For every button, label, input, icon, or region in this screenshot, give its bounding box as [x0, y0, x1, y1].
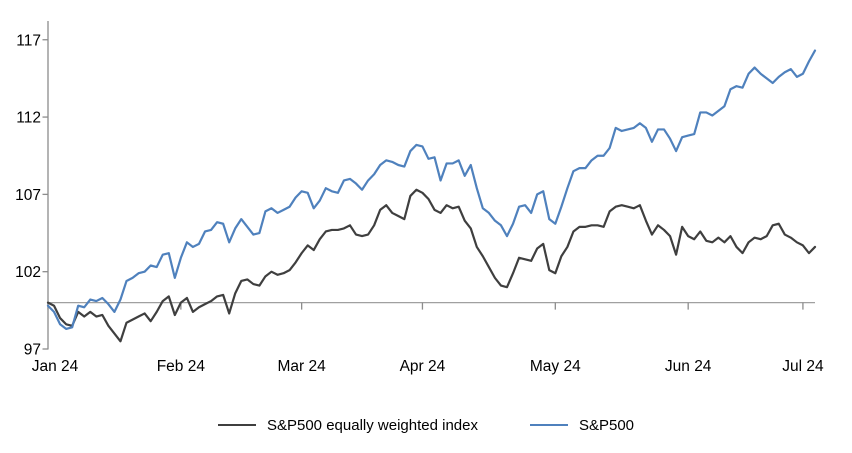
y-axis-tick-label: 97	[24, 342, 41, 359]
y-axis-tick-label: 117	[16, 32, 41, 49]
y-axis-tick-label: 112	[16, 110, 41, 127]
legend-item-sp500: S&P500	[529, 416, 635, 434]
x-axis-tick-label: Jul 24	[782, 358, 824, 375]
x-axis-tick-label: Apr 24	[400, 358, 446, 375]
legend-label-equal-weight: S&P500 equally weighted index	[266, 416, 478, 434]
x-axis-tick-label: May 24	[530, 358, 581, 375]
y-axis-tick-label: 102	[15, 264, 41, 281]
series-line-sp500-equal-weight	[46, 188, 817, 343]
chart-legend: S&P500 equally weighted index S&P500	[0, 413, 852, 437]
legend-label-sp500: S&P500	[578, 416, 635, 434]
x-axis-tick-label: Mar 24	[278, 358, 327, 375]
equal-weight-line-swatch-icon	[217, 423, 256, 427]
y-axis-tick-label: 107	[15, 187, 41, 204]
x-axis-tick-label: Feb 24	[157, 358, 206, 375]
x-axis-tick-label: Jun 24	[665, 358, 712, 375]
x-axis-tick-label: Jan 24	[32, 358, 79, 375]
legend-item-equal-weight: S&P500 equally weighted index	[217, 416, 478, 434]
series-line-sp500	[46, 49, 817, 330]
sp500-line-swatch-icon	[529, 423, 568, 427]
